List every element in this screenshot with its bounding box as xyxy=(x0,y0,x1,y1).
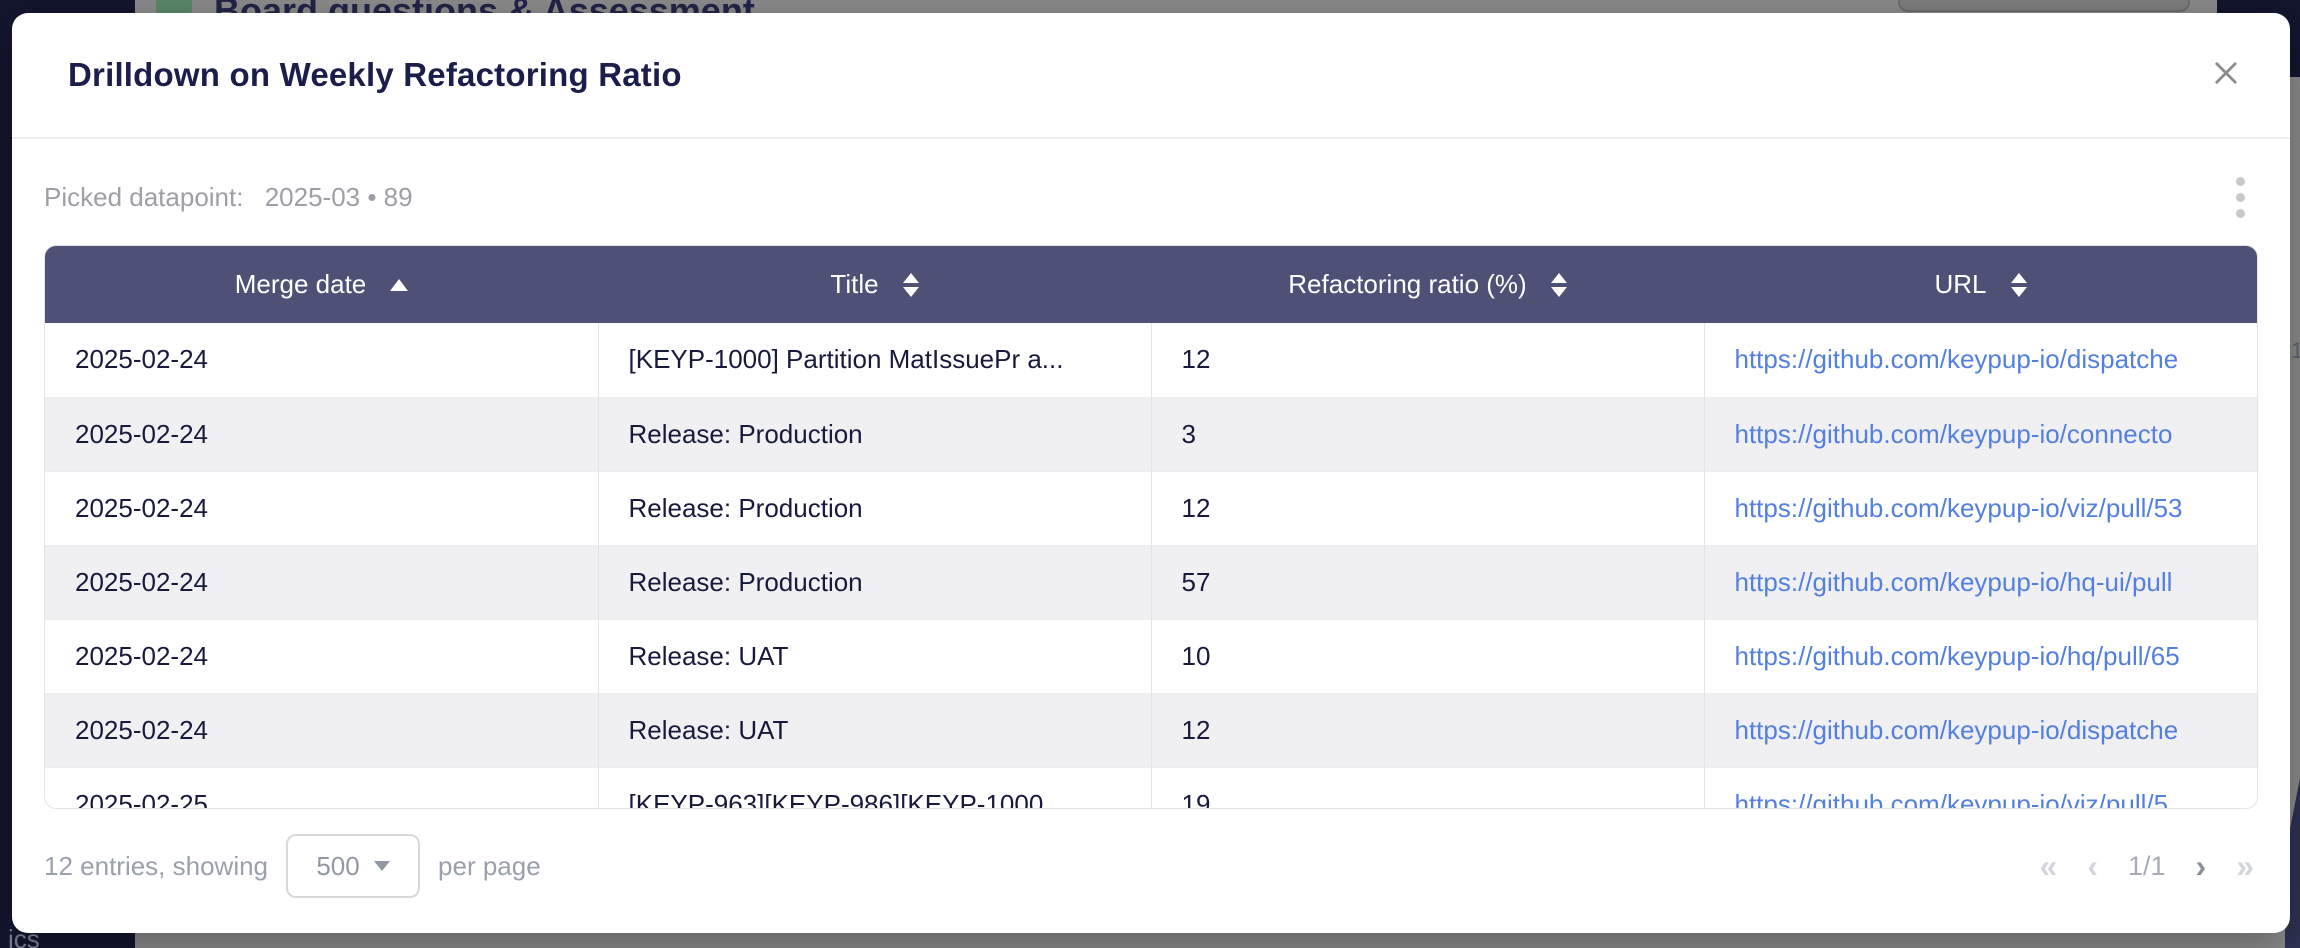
cell-title: Release: Production xyxy=(598,545,1151,619)
page-indicator: 1/1 xyxy=(2128,851,2166,882)
pr-link[interactable]: https://github.com/keypup-io/dispatche xyxy=(1735,344,2179,374)
picked-datapoint-value: 2025-03 • 89 xyxy=(265,182,413,212)
close-button[interactable] xyxy=(2202,51,2250,99)
cell-merge-date: 2025-02-24 xyxy=(45,397,598,471)
modal-body: Picked datapoint: 2025-03 • 89 Merge dat… xyxy=(12,167,2290,899)
pr-link[interactable]: https://github.com/keypup-io/viz/pull/53 xyxy=(1735,493,2183,523)
modal-title: Drilldown on Weekly Refactoring Ratio xyxy=(68,56,682,94)
table-row: 2025-02-24 Release: Production 12 https:… xyxy=(45,471,2257,545)
picked-datapoint-text: Picked datapoint: 2025-03 • 89 xyxy=(44,182,413,213)
cell-title: Release: Production xyxy=(598,397,1151,471)
caret-down-icon xyxy=(374,861,390,871)
background-button xyxy=(1898,0,2190,12)
picked-datapoint-row: Picked datapoint: 2025-03 • 89 xyxy=(44,167,2258,227)
drilldown-modal: Drilldown on Weekly Refactoring Ratio Pi… xyxy=(12,13,2290,933)
cell-merge-date: 2025-02-24 xyxy=(45,471,598,545)
cell-merge-date: 2025-02-24 xyxy=(45,545,598,619)
cell-title: Release: UAT xyxy=(598,619,1151,693)
kebab-menu-icon[interactable] xyxy=(2222,173,2258,222)
table-row: 2025-02-24 Release: UAT 12 https://githu… xyxy=(45,693,2257,767)
first-page-button[interactable]: « xyxy=(2040,850,2058,882)
last-page-button[interactable]: » xyxy=(2236,850,2254,882)
sort-asc-icon xyxy=(390,279,408,291)
cell-url: https://github.com/keypup-io/connecto xyxy=(1704,397,2257,471)
pr-link[interactable]: https://github.com/keypup-io/connecto xyxy=(1735,419,2173,449)
cell-ratio: 19 xyxy=(1151,767,1704,809)
per-page-suffix: per page xyxy=(438,851,541,882)
cell-url: https://github.com/keypup-io/viz/pull/5 xyxy=(1704,767,2257,809)
close-icon xyxy=(2209,56,2243,95)
sort-icon xyxy=(1551,273,1567,297)
column-header-merge-date[interactable]: Merge date xyxy=(45,246,598,323)
column-header-refactoring-ratio[interactable]: Refactoring ratio (%) xyxy=(1151,246,1704,323)
cell-ratio: 57 xyxy=(1151,545,1704,619)
sort-icon xyxy=(2011,273,2027,297)
cell-ratio: 12 xyxy=(1151,323,1704,397)
table-header-row: Merge date Title xyxy=(45,246,2257,323)
cell-title: [KEYP-963][KEYP-986][KEYP-1000 xyxy=(598,767,1151,809)
table-row: 2025-02-24 Release: Production 3 https:/… xyxy=(45,397,2257,471)
cell-merge-date: 2025-02-24 xyxy=(45,693,598,767)
table-row: 2025-02-24 Release: UAT 10 https://githu… xyxy=(45,619,2257,693)
pagination: « ‹ 1/1 › » xyxy=(2040,850,2254,882)
pr-link[interactable]: https://github.com/keypup-io/dispatche xyxy=(1735,715,2179,745)
cell-merge-date: 2025-02-24 xyxy=(45,619,598,693)
cell-title: [KEYP-1000] Partition MatIssuePr a... xyxy=(598,323,1151,397)
cell-merge-date: 2025-02-24 xyxy=(45,323,598,397)
cell-title: Release: Production xyxy=(598,471,1151,545)
picked-datapoint-label: Picked datapoint: xyxy=(44,182,243,212)
column-header-title[interactable]: Title xyxy=(598,246,1151,323)
drilldown-table: Merge date Title xyxy=(44,245,2258,809)
cell-ratio: 3 xyxy=(1151,397,1704,471)
prev-page-button[interactable]: ‹ xyxy=(2087,850,2098,882)
column-header-url[interactable]: URL xyxy=(1704,246,2257,323)
background-page-title: Board questions & Assessment xyxy=(214,0,1314,14)
cell-url: https://github.com/keypup-io/viz/pull/53 xyxy=(1704,471,2257,545)
pr-link[interactable]: https://github.com/keypup-io/viz/pull/5 xyxy=(1735,789,2169,809)
table-row: 2025-02-25 [KEYP-963][KEYP-986][KEYP-100… xyxy=(45,767,2257,809)
cell-merge-date: 2025-02-25 xyxy=(45,767,598,809)
per-page-value: 500 xyxy=(316,851,359,882)
pr-link[interactable]: https://github.com/keypup-io/hq/pull/65 xyxy=(1735,641,2180,671)
next-page-button[interactable]: › xyxy=(2196,850,2207,882)
sort-icon xyxy=(903,273,919,297)
cell-ratio: 12 xyxy=(1151,693,1704,767)
entries-text: 12 entries, showing xyxy=(44,851,268,882)
cell-ratio: 10 xyxy=(1151,619,1704,693)
screen: Board questions & Assessment 1, ics Dril… xyxy=(0,0,2300,948)
cell-url: https://github.com/keypup-io/hq/pull/65 xyxy=(1704,619,2257,693)
cell-ratio: 12 xyxy=(1151,471,1704,545)
cell-url: https://github.com/keypup-io/hq-ui/pull xyxy=(1704,545,2257,619)
pr-link[interactable]: https://github.com/keypup-io/hq-ui/pull xyxy=(1735,567,2173,597)
cell-url: https://github.com/keypup-io/dispatche xyxy=(1704,693,2257,767)
entries-summary: 12 entries, showing 500 per page xyxy=(44,834,541,898)
table-footer: 12 entries, showing 500 per page « ‹ 1/1… xyxy=(44,833,2258,899)
table-row: 2025-02-24 [KEYP-1000] Partition MatIssu… xyxy=(45,323,2257,397)
per-page-select[interactable]: 500 xyxy=(286,834,420,898)
table-row: 2025-02-24 Release: Production 57 https:… xyxy=(45,545,2257,619)
background-fragment: 1, xyxy=(2291,338,2300,364)
cell-url: https://github.com/keypup-io/dispatche xyxy=(1704,323,2257,397)
modal-header: Drilldown on Weekly Refactoring Ratio xyxy=(12,13,2290,139)
cell-title: Release: UAT xyxy=(598,693,1151,767)
